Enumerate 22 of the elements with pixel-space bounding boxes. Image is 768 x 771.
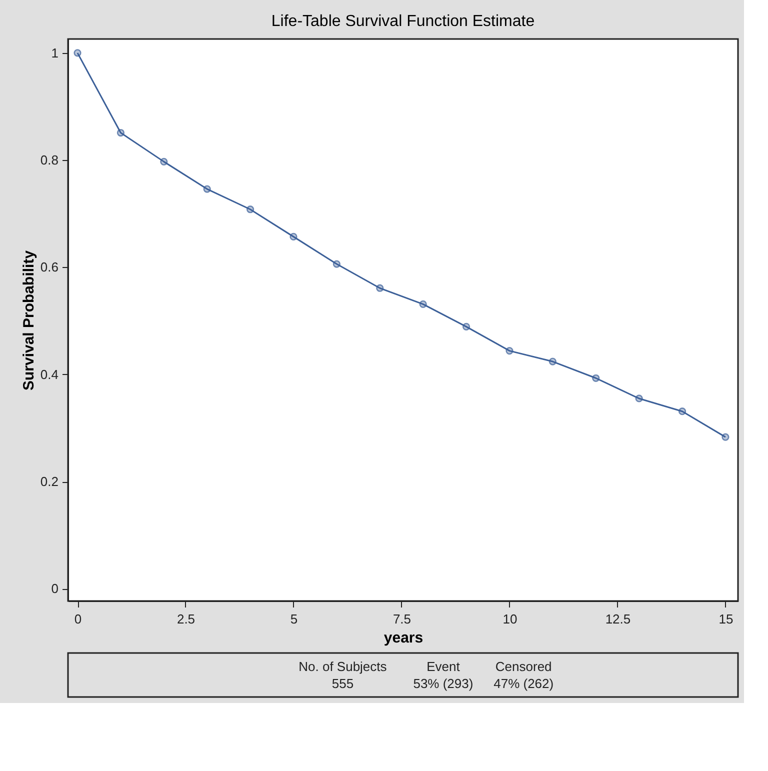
x-tick-label: 15 bbox=[718, 612, 734, 626]
x-tick-label: 5 bbox=[290, 612, 298, 626]
y-tick-label: 0.4 bbox=[40, 366, 58, 382]
text: 53% (293) bbox=[413, 676, 474, 691]
x-tick-label: 12.5 bbox=[605, 612, 631, 626]
y-tick-label: 1 bbox=[51, 45, 58, 60]
text: No. of Subjects bbox=[298, 659, 388, 674]
x-tick-label: 2.5 bbox=[176, 612, 196, 626]
text: Event bbox=[426, 659, 460, 674]
y-tick-label: 0 bbox=[51, 581, 58, 596]
y-tick-label: 0.6 bbox=[40, 260, 58, 275]
y-tick-label: 0.8 bbox=[40, 152, 58, 168]
text: 555 bbox=[332, 676, 354, 691]
x-tick-label: 0 bbox=[74, 612, 82, 626]
x-tick-label: 10 bbox=[502, 612, 518, 626]
text: 47% (262) bbox=[494, 676, 554, 691]
y-axis-title: Survival Probability bbox=[20, 250, 38, 391]
x-tick-label: 7.5 bbox=[392, 612, 412, 626]
chart-title: Life-Table Survival Function Estimate bbox=[271, 13, 535, 30]
y-tick-label: 0.2 bbox=[40, 474, 58, 490]
x-axis-title: years bbox=[384, 630, 424, 646]
text: Censored bbox=[495, 659, 552, 674]
